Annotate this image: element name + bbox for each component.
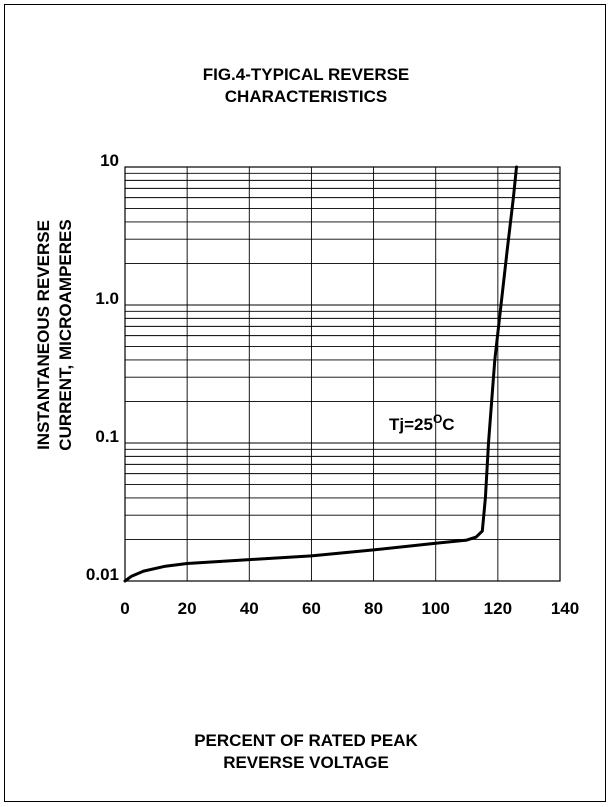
x-axis-label: PERCENT OF RATED PEAK REVERSE VOLTAGE: [0, 730, 612, 774]
annotation-suffix: C: [442, 415, 454, 434]
x-tick-label: 40: [240, 599, 259, 618]
annotation-superscript: O: [433, 412, 442, 426]
plot-border: [124, 166, 561, 582]
x-tick-label: 120: [484, 599, 512, 618]
x-tick-label: 140: [551, 599, 579, 618]
chart-title-line-2: CHARACTERISTICS: [224, 87, 388, 106]
annotation-text: Tj=25: [389, 415, 433, 434]
temperature-annotation: Tj=25OC: [389, 412, 455, 434]
x-axis-label-line-2: REVERSE VOLTAGE: [223, 753, 389, 772]
x-axis-label-line-1: PERCENT OF RATED PEAK: [194, 731, 418, 750]
y-tick-label: 1.0: [95, 289, 119, 308]
x-tick-label: 20: [178, 599, 197, 618]
y-tick-label: 10: [100, 151, 119, 170]
x-tick-label: 60: [302, 599, 321, 618]
x-tick-label: 80: [364, 599, 383, 618]
chart-title: FIG.4-TYPICAL REVERSE CHARACTERISTICS: [0, 64, 612, 108]
tick-labels: 0 20 40 60 80 100 120 140 0.01 0.1 1.0 10: [86, 151, 579, 618]
y-tick-label: 0.01: [86, 565, 119, 584]
figure-frame: [4, 4, 606, 802]
series-line: [123, 165, 518, 583]
y-tick-label: 0.1: [95, 427, 119, 446]
x-tick-label: 0: [120, 599, 129, 618]
x-tick-label: 100: [422, 599, 450, 618]
chart-title-line-1: FIG.4-TYPICAL REVERSE: [202, 65, 410, 84]
